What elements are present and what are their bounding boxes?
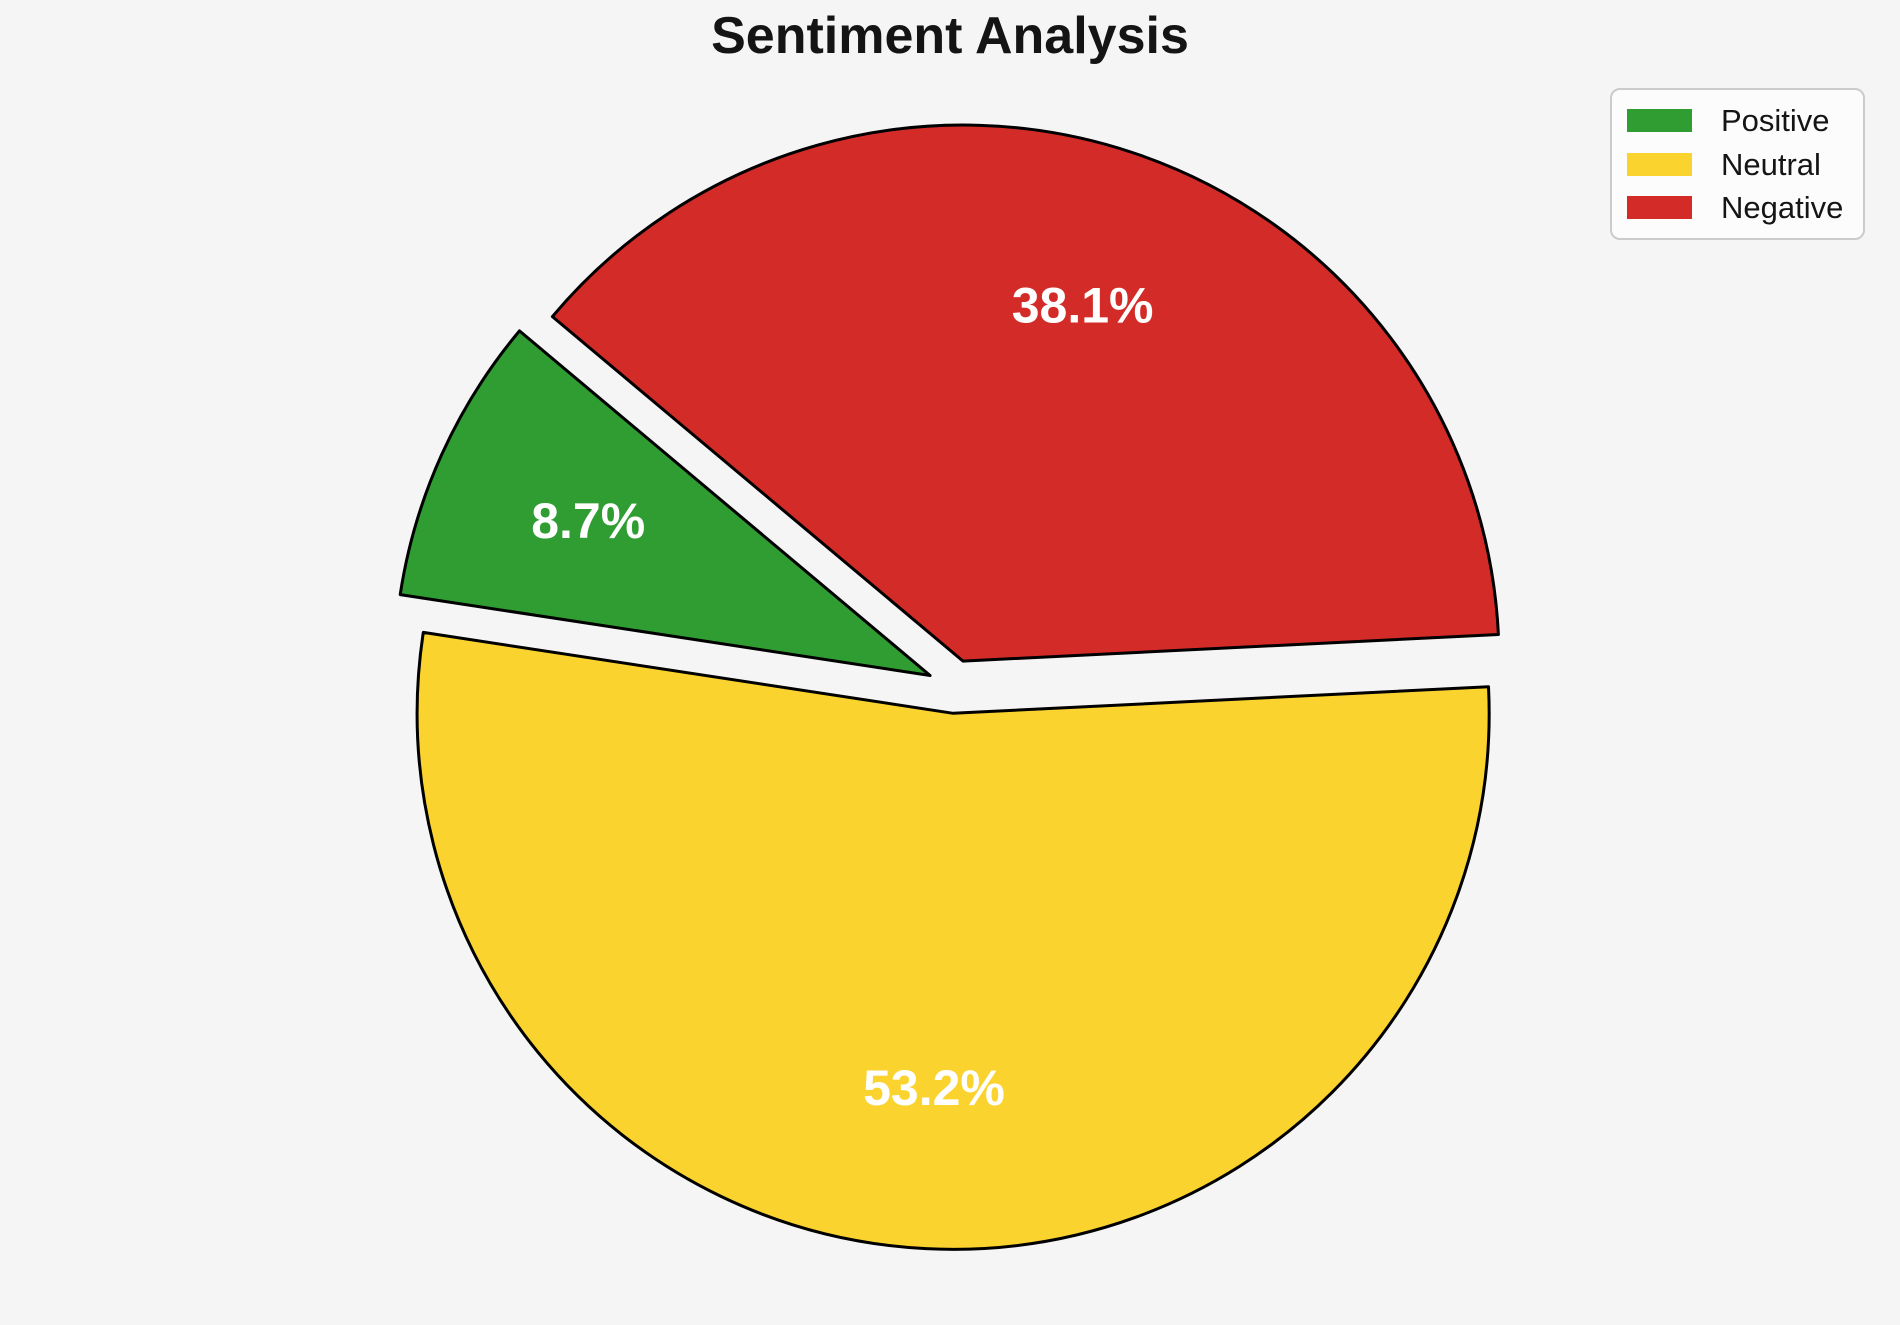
legend-label: Negative xyxy=(1721,190,1844,226)
legend-label: Positive xyxy=(1721,102,1830,138)
legend-swatch-neutral xyxy=(1627,152,1692,176)
pie-slice-percentage-positive: 8.7% xyxy=(531,493,645,549)
pie-slice-positive xyxy=(398,329,932,677)
pie-slice-neutral xyxy=(415,630,1491,1251)
legend-item-positive: Positive xyxy=(1612,105,1863,136)
pie-slice-percentage-neutral: 53.2% xyxy=(863,1060,1005,1116)
chart-title: Sentiment Analysis xyxy=(711,7,1189,65)
legend-label: Neutral xyxy=(1721,146,1821,182)
legend-swatch-positive xyxy=(1627,108,1692,132)
legend: Positive Neutral Negative xyxy=(1610,88,1865,240)
pie-slice-negative xyxy=(550,123,1500,663)
legend-item-neutral: Neutral xyxy=(1612,149,1863,180)
legend-item-negative: Negative xyxy=(1612,192,1863,223)
legend-swatch-negative xyxy=(1627,196,1692,220)
pie-slice-percentage-negative: 38.1% xyxy=(1012,278,1154,334)
